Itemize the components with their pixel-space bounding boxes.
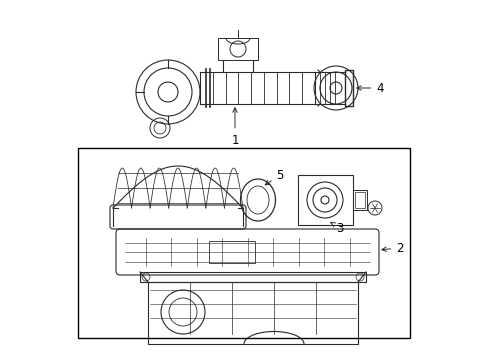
Bar — [148, 282, 357, 344]
Bar — [297, 175, 352, 225]
Bar — [140, 272, 365, 282]
Text: 3: 3 — [330, 221, 343, 234]
Text: 4: 4 — [356, 81, 383, 95]
Text: 2: 2 — [381, 242, 403, 255]
Bar — [209, 240, 255, 264]
Bar — [78, 148, 409, 338]
Bar — [354, 192, 364, 208]
Text: 1: 1 — [231, 108, 238, 147]
Bar — [218, 38, 258, 60]
Bar — [345, 70, 352, 106]
Text: 5: 5 — [264, 168, 283, 185]
Bar — [352, 190, 366, 210]
